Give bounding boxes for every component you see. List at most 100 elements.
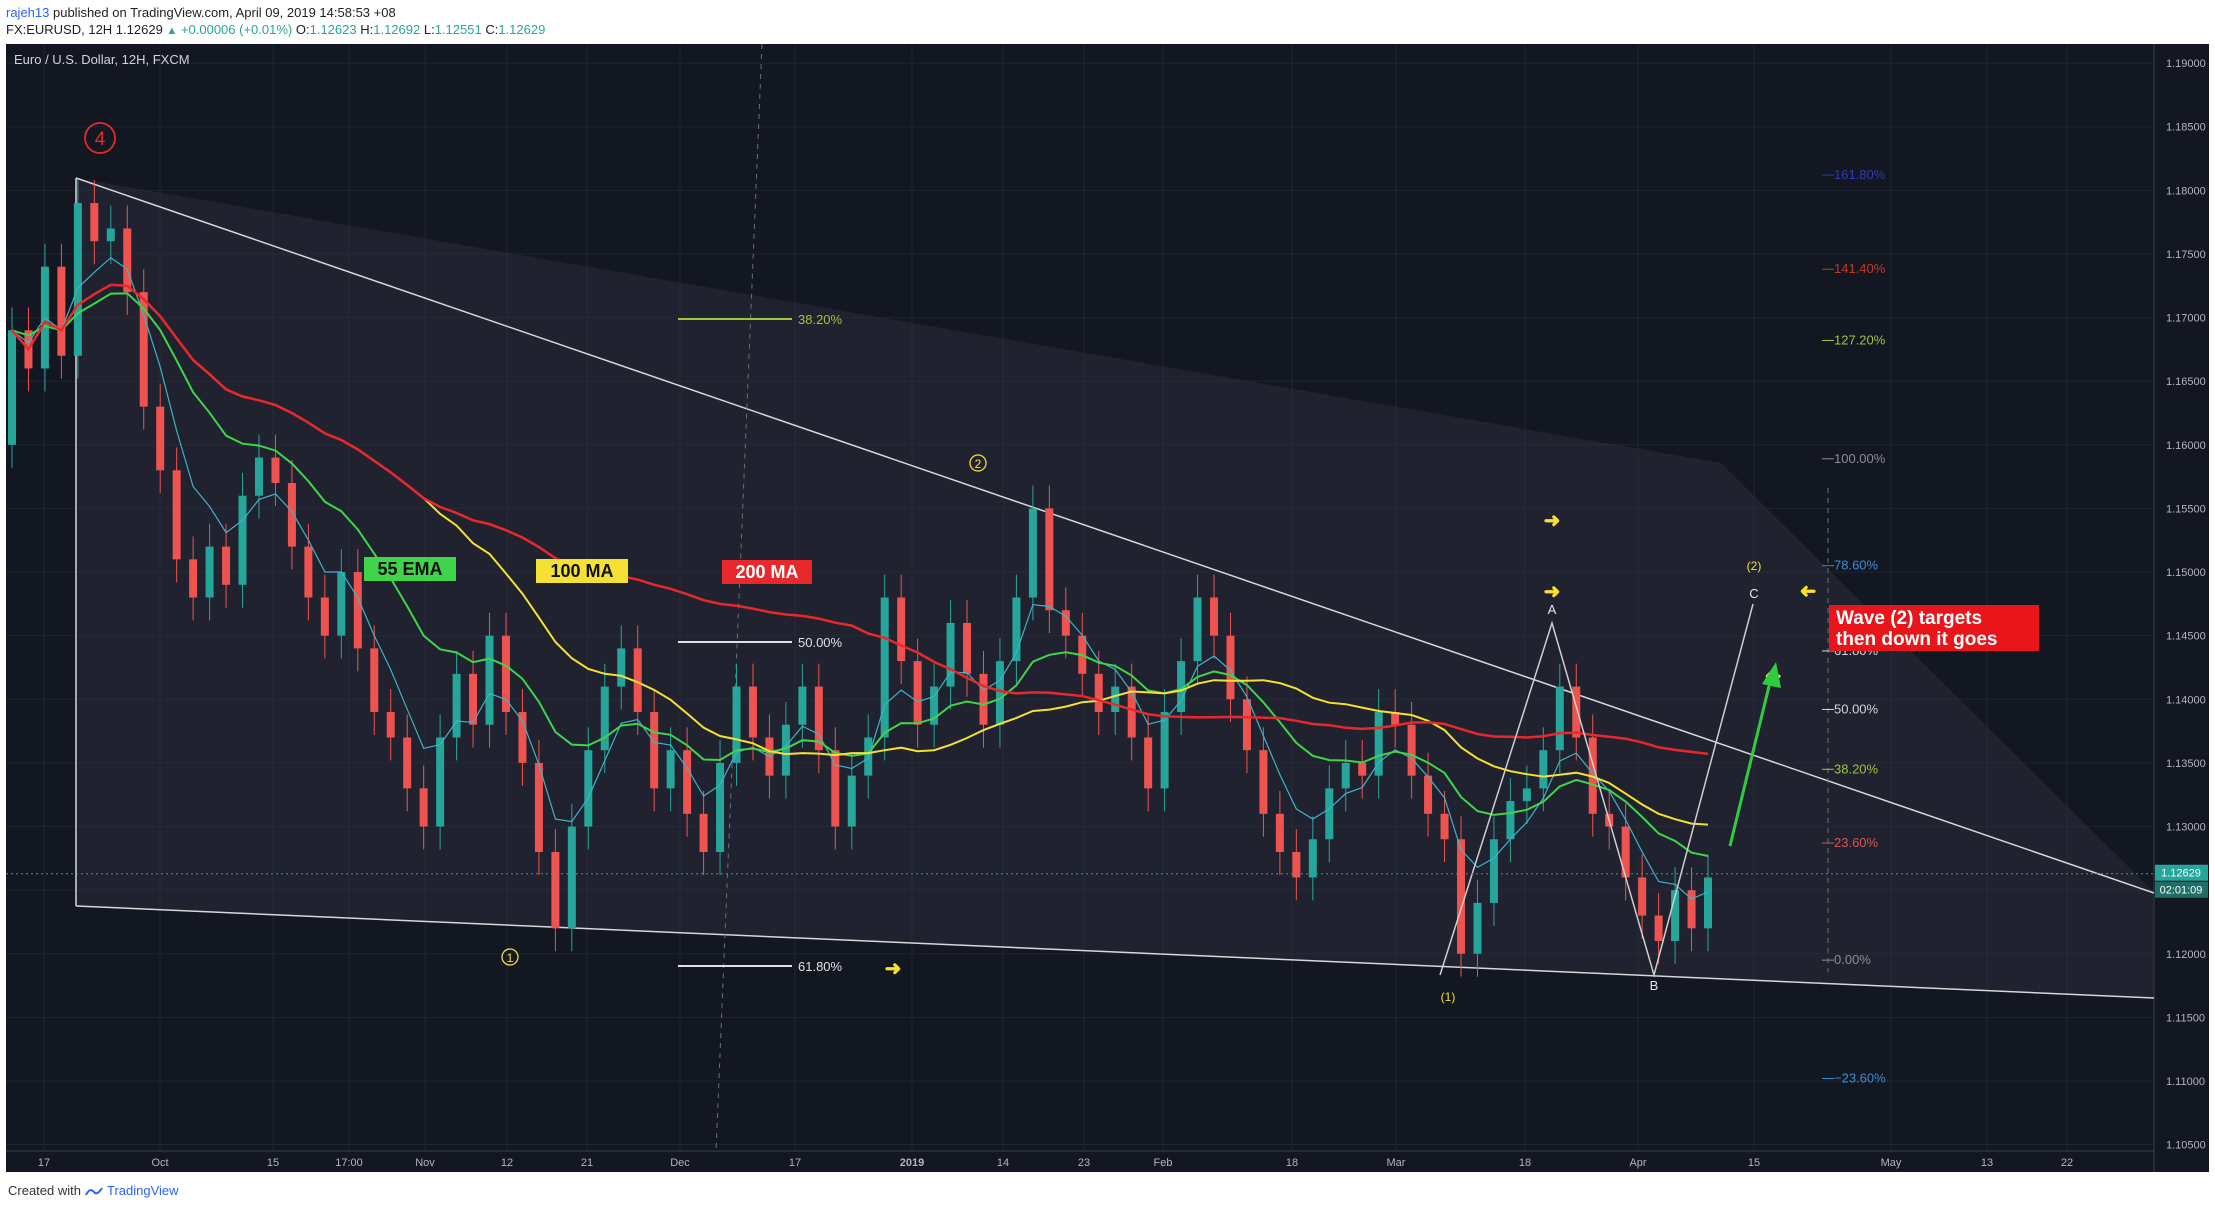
candle-body <box>1522 788 1531 802</box>
candle-body <box>1704 877 1712 929</box>
ema55-label: 55 EMA <box>377 559 442 579</box>
candle-body <box>1440 813 1449 840</box>
symbol-text: FX:EURUSD, 12H 1.12629 <box>6 22 163 37</box>
symbol-line: FX:EURUSD, 12H 1.12629 ▲ +0.00006 (+0.01… <box>6 21 545 40</box>
annotation-line-1: Wave (2) targets <box>1836 608 1982 629</box>
time-tick-label: 17 <box>38 1157 50 1169</box>
price-tick-label: 1.18000 <box>2166 185 2206 197</box>
wave-b-label: B <box>1650 978 1659 993</box>
candle-body <box>946 622 955 687</box>
wave-paren-1-label: (1) <box>1441 990 1456 1004</box>
time-tick-label: 15 <box>1748 1157 1760 1169</box>
time-tick-label: 17 <box>789 1157 801 1169</box>
fib-right-label: 78.60% <box>1834 558 1879 573</box>
change-value: +0.00006 (+0.01%) <box>180 22 293 37</box>
candle-body <box>897 597 906 662</box>
wave-2-label: 2 <box>975 457 982 471</box>
ema55-line <box>11 292 1709 857</box>
publish-header: rajeh13 published on TradingView.com, Ap… <box>6 4 545 40</box>
candle-body <box>716 762 725 852</box>
price-tick-label: 1.12000 <box>2166 949 2206 961</box>
time-tick-label: May <box>1881 1157 1902 1169</box>
candle-body <box>1127 686 1136 738</box>
candle-body <box>699 813 708 852</box>
candle-body <box>1424 775 1433 814</box>
price-tick-label: 1.11000 <box>2166 1076 2205 1088</box>
author-link[interactable]: rajeh13 <box>6 5 50 20</box>
candle-body <box>320 597 329 636</box>
fib-right-label: 127.20% <box>1834 332 1886 347</box>
price-tick-label: 1.13500 <box>2166 758 2206 770</box>
low-value: 1.12551 <box>434 22 482 37</box>
price-axis-background <box>2154 44 2209 1172</box>
fib-left-500-label: 50.00% <box>798 635 843 650</box>
footer-brand-link[interactable]: TradingView <box>106 1183 179 1198</box>
candle-body <box>1638 877 1647 916</box>
ma200-label: 200 MA <box>735 562 798 582</box>
candle-body <box>1457 839 1466 954</box>
candle-body <box>57 266 66 356</box>
candle-body <box>1506 801 1515 840</box>
yellow-arrow-right-icon: ➜ <box>885 958 902 980</box>
price-tick-label: 1.14500 <box>2166 631 2206 643</box>
candle-body <box>1094 673 1103 713</box>
candle-body <box>798 686 807 725</box>
candle-body <box>8 330 16 445</box>
time-tick-label: Mar <box>1387 1157 1406 1169</box>
candle-body <box>584 750 593 827</box>
candle-body <box>913 661 922 725</box>
candle-body <box>1308 839 1317 878</box>
close-label: C: <box>485 22 499 37</box>
candle-body <box>1160 712 1169 789</box>
candle-body <box>831 750 840 827</box>
candle-body <box>469 673 478 725</box>
footer: Created with TradingView <box>8 1183 179 1198</box>
candle-body <box>205 546 214 598</box>
ema55-label-box <box>364 557 456 581</box>
wave-2-circle <box>969 454 987 472</box>
countdown-tag <box>2155 881 2208 898</box>
candle-body <box>436 737 445 827</box>
fib-right-label: −23.60% <box>1834 1070 1886 1085</box>
price-tick-label: 1.18500 <box>2166 122 2206 134</box>
publish-info: published on TradingView.com, April 09, … <box>49 5 396 20</box>
ma100-label-box <box>536 559 628 583</box>
wave-c-label: C <box>1749 586 1758 601</box>
high-label: H: <box>360 22 374 37</box>
candle-body <box>370 648 379 713</box>
price-tick-label: 1.16000 <box>2166 440 2206 452</box>
candle-body <box>1654 915 1663 942</box>
candle-body <box>1061 610 1070 636</box>
wedge-upper-line[interactable] <box>75 177 2155 894</box>
candle-body <box>847 775 856 827</box>
fib-left-618-label: 61.80% <box>798 959 843 974</box>
candle-body <box>353 572 362 649</box>
candle-body <box>1671 890 1680 942</box>
wedge-lower-line[interactable] <box>75 905 2155 999</box>
candle-body <box>1226 635 1235 700</box>
ma200-line <box>11 283 1709 756</box>
candle-body <box>1028 508 1037 598</box>
wave-1-circle <box>501 948 519 966</box>
candle-body <box>1391 712 1400 725</box>
candle-body <box>979 673 988 725</box>
price-tick-label: 1.14000 <box>2166 694 2206 706</box>
wave-1-label: 1 <box>507 951 514 965</box>
time-tick-label: Oct <box>151 1157 168 1169</box>
candle-body <box>683 750 692 814</box>
candle-body <box>386 712 395 738</box>
time-tick-label: Dec <box>670 1157 690 1169</box>
candle-body <box>1687 890 1696 929</box>
annotation-line-2: then down it goes <box>1836 629 1998 650</box>
candle-body <box>963 622 972 674</box>
candle-body <box>567 826 576 929</box>
candle-body <box>1489 839 1498 903</box>
candle-body <box>189 559 198 598</box>
yellow-arrow-left-icon: ➜ <box>1800 580 1817 602</box>
candle-body <box>238 495 247 585</box>
candle-body <box>73 203 82 356</box>
candle-body <box>403 737 412 789</box>
time-tick-label: 2019 <box>900 1157 924 1169</box>
countdown-value: 02:01:09 <box>2160 885 2203 897</box>
